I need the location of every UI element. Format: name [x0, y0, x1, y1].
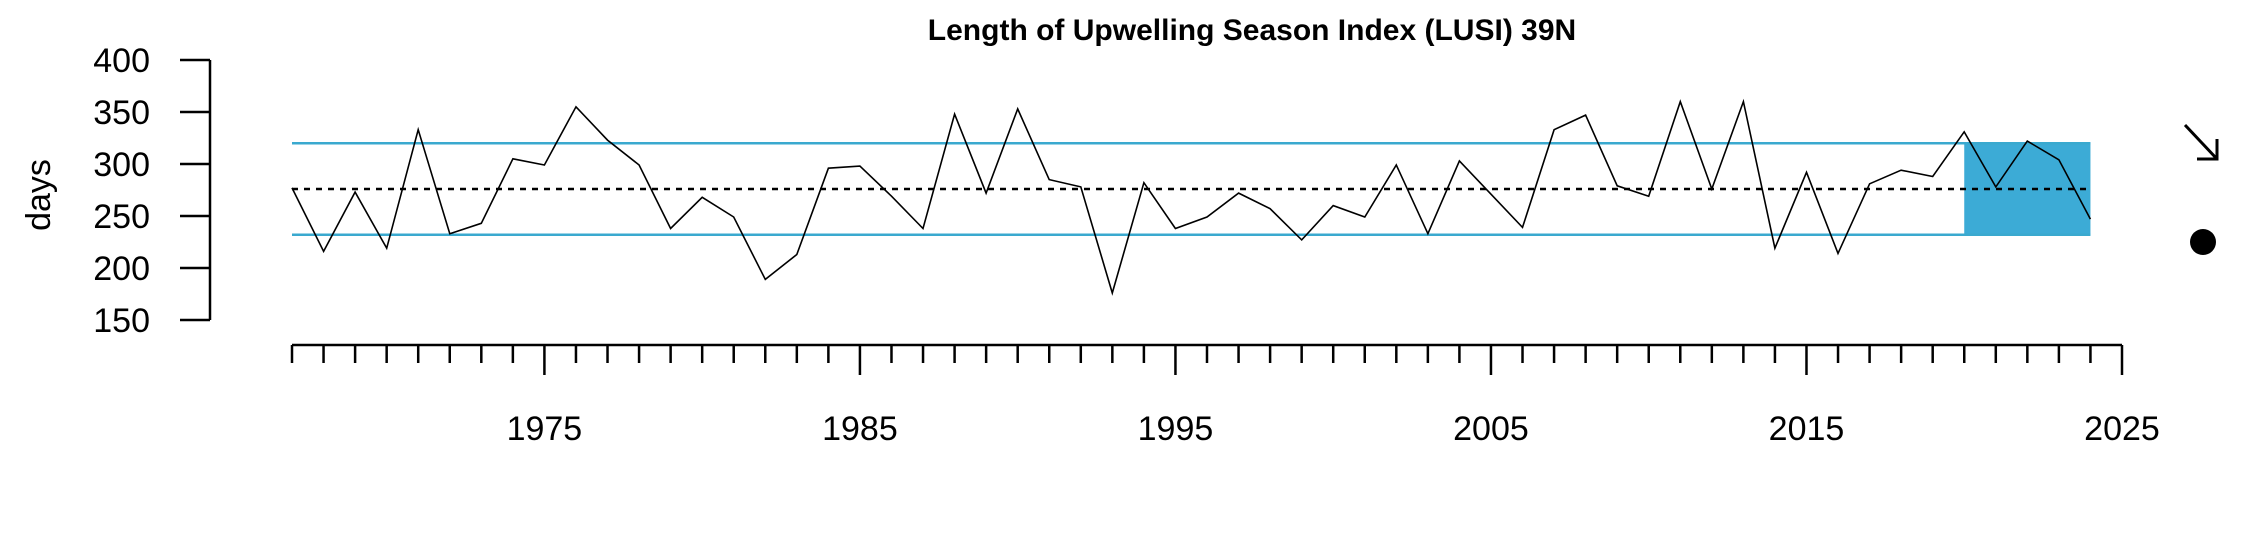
plot-area	[291, 98, 2092, 296]
y-tick-label: 350	[93, 94, 150, 132]
y-tick-label: 150	[93, 302, 150, 340]
y-axis: 150 200 250 300 350 400	[93, 42, 212, 340]
x-tick-label: 1995	[1138, 410, 1214, 448]
y-tick-label: 400	[93, 42, 150, 80]
x-tick-label: 1975	[507, 410, 583, 448]
y-tick-label: 250	[93, 198, 150, 236]
arrow-down-right-icon	[2183, 123, 2219, 161]
x-axis: 1975 1985 1995 2005 2015 2025	[290, 343, 2160, 448]
lusi-series-line	[291, 98, 2092, 296]
x-tick-label: 2015	[1769, 410, 1845, 448]
x-tick-label: 1985	[822, 410, 898, 448]
chart-title: Length of Upwelling Season Index (LUSI) …	[928, 14, 1576, 47]
x-tick-label: 2025	[2084, 410, 2160, 448]
y-axis-label: days	[20, 159, 58, 231]
y-tick-label: 300	[93, 146, 150, 184]
filled-circle-icon	[2190, 229, 2216, 255]
x-tick-label: 2005	[1453, 410, 1529, 448]
y-tick-label: 200	[93, 250, 150, 288]
